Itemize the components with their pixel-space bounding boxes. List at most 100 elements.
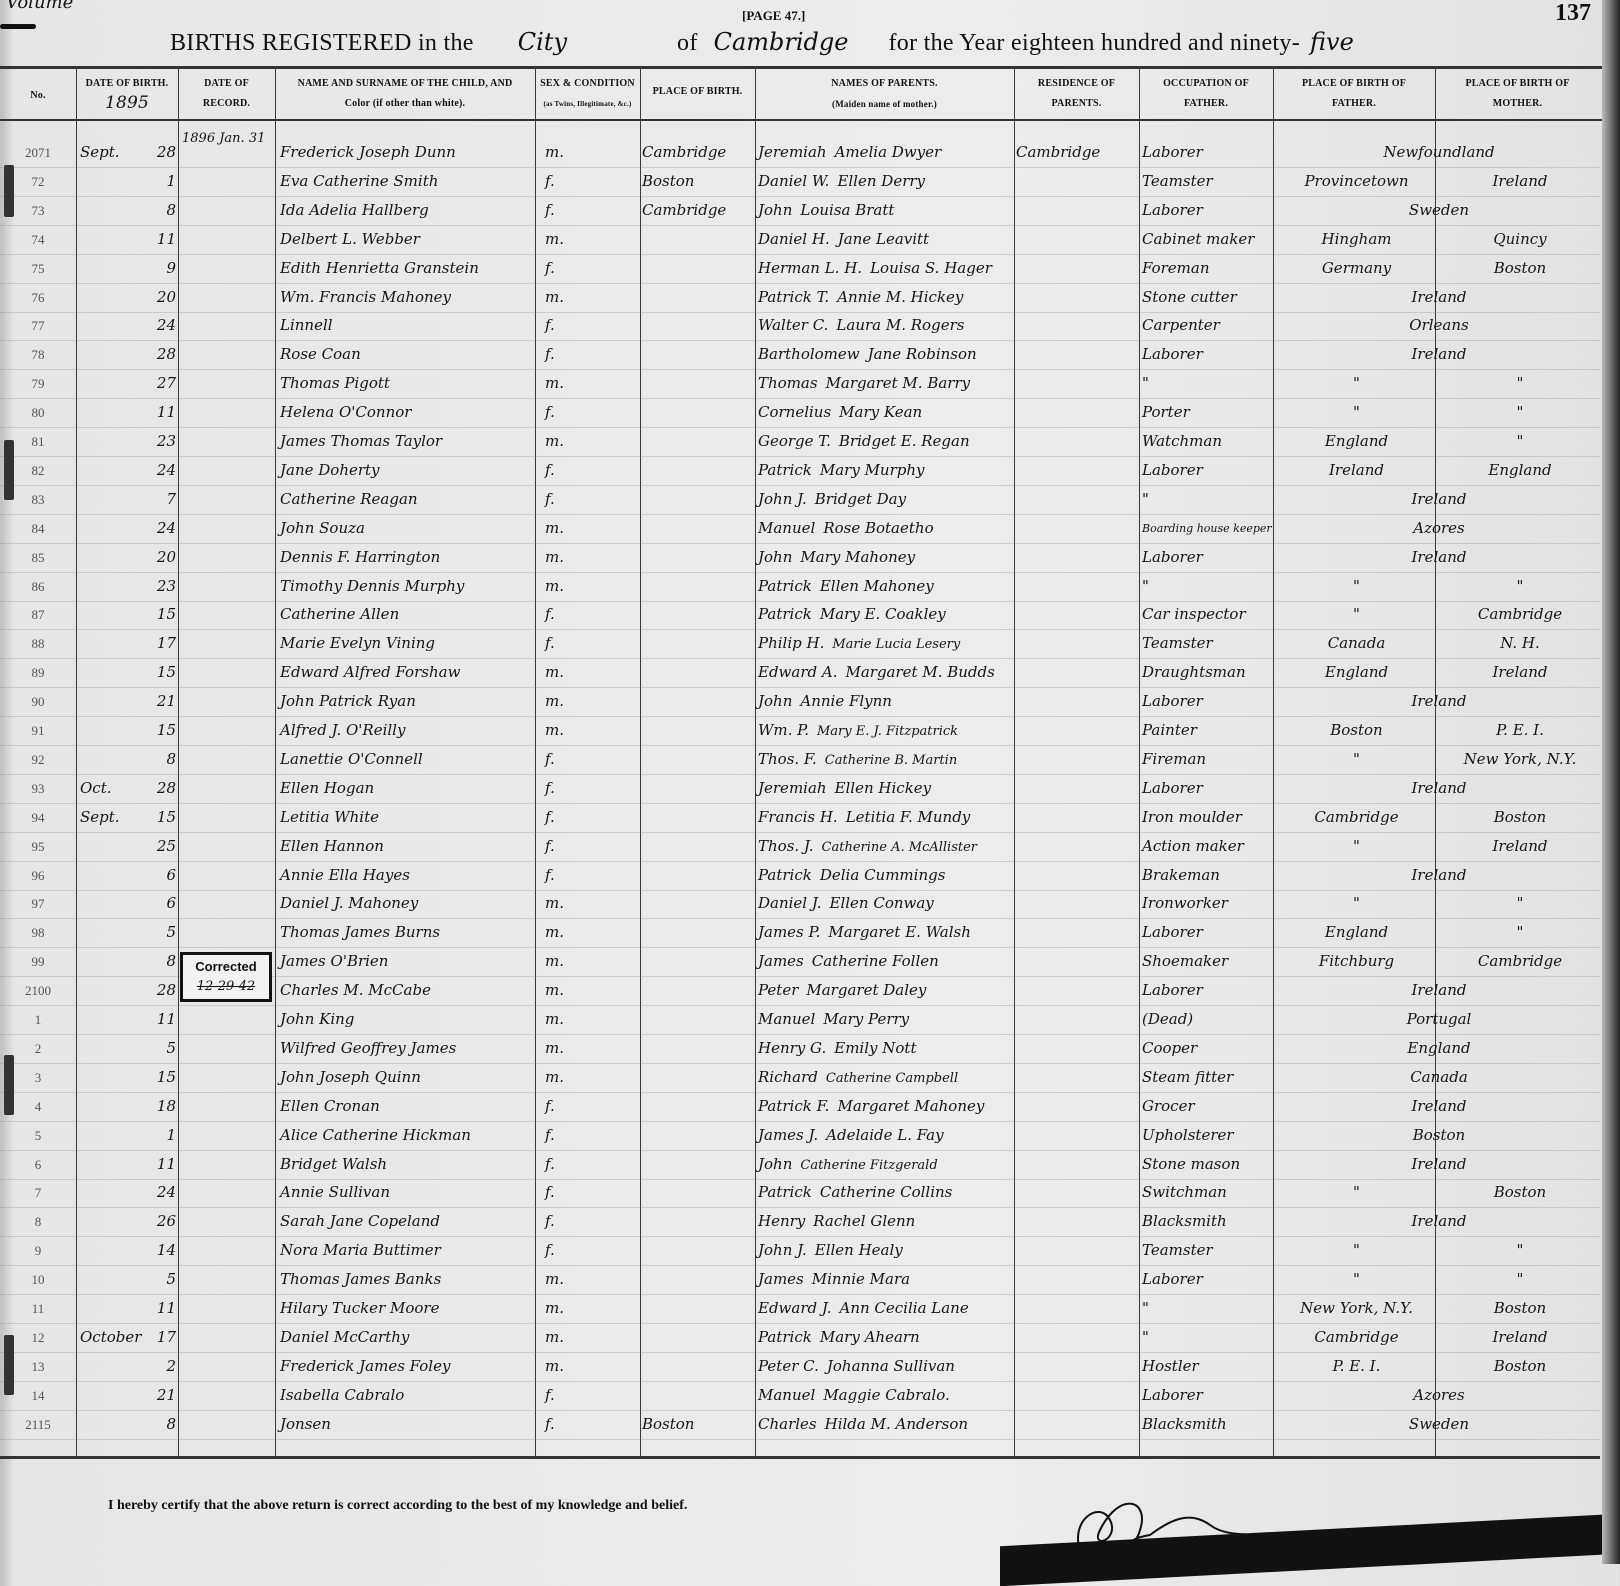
cell-mother-birth: Cambridge	[1477, 952, 1563, 971]
cell-day: 21	[156, 692, 176, 711]
cell-occupation: Teamster	[1142, 634, 1213, 653]
cell-occupation: Iron moulder	[1142, 807, 1242, 826]
column-divider	[1014, 66, 1015, 1458]
cell-mother: Minnie Mara	[811, 1270, 911, 1289]
cell-no: 80	[31, 405, 45, 421]
cell-mother: Jane Robinson	[867, 345, 977, 364]
cell-father-birth: Boston	[1330, 721, 1383, 739]
cell-parents: John J. Bridget Day	[758, 485, 906, 514]
cell-father: Manuel	[758, 1010, 816, 1028]
cell-occupation: "	[1142, 576, 1149, 595]
cell-mother: Catherine A. McAllister	[821, 839, 978, 855]
cell-father-birth: P. E. I.	[1332, 1356, 1381, 1375]
cell-both-birth: Newfoundland	[1383, 143, 1495, 161]
cell-father: James	[758, 952, 804, 971]
cell-occupation: Grocer	[1142, 1096, 1195, 1115]
cell-sex: m.	[545, 432, 564, 450]
table-row: 3 15 John Joseph Quinn m. Steam fitter Canada…	[0, 1063, 1600, 1093]
cell-no: 75	[31, 260, 45, 276]
cell-both-birth: Ireland	[1411, 547, 1467, 566]
cell-sex: m.	[545, 692, 564, 711]
column-header-father-birthplace: Place of Birth of Father.	[1273, 74, 1435, 118]
cell-both-birth: Canada	[1410, 1067, 1468, 1086]
cell-mother-birth: England	[1488, 460, 1552, 479]
column-divider	[755, 66, 756, 1458]
table-row: 10 5 Thomas James Banks m. Laborer " " James Min…	[0, 1265, 1600, 1296]
cell-place: Boston	[642, 171, 695, 190]
cell-both-birth: Ireland	[1411, 345, 1467, 364]
cell-parents: Herman L. H. Louisa S. Hager	[758, 254, 992, 283]
cell-month: Sept.	[80, 807, 120, 826]
cell-mother: Catherine Collins	[819, 1183, 953, 1202]
cell-father-birth: New York, N.Y.	[1300, 1299, 1413, 1317]
cell-father: Patrick	[758, 576, 812, 595]
column-header-label: Parents.	[1051, 98, 1102, 109]
cell-sex: f.	[545, 1125, 555, 1144]
cell-sex: f.	[545, 489, 555, 508]
cell-father: James P.	[758, 923, 821, 942]
cell-father: John	[758, 547, 793, 566]
cell-name: Edith Henrietta Granstein	[280, 258, 479, 277]
cell-father: Thomas	[758, 374, 818, 393]
cell-father: Richard	[758, 1067, 818, 1086]
cell-mother: Adelaide L. Fay	[826, 1125, 944, 1144]
cell-both-birth: Ireland	[1411, 778, 1467, 797]
cell-father: George T.	[758, 432, 831, 450]
cell-no: 89	[31, 665, 45, 681]
cell-occupation: Laborer	[1142, 1270, 1203, 1289]
cell-name: Sarah Jane Copeland	[280, 1212, 441, 1231]
cell-no: 11	[31, 1301, 45, 1316]
cell-occupation: Laborer	[1142, 143, 1203, 161]
cell-mother-birth: N. H.	[1500, 634, 1540, 653]
cell-mother: Ellen Mahoney	[819, 576, 934, 595]
cell-father: James	[758, 1270, 804, 1289]
cell-parents: Patrick F. Margaret Mahoney	[758, 1092, 984, 1121]
cell-parents: Manuel Maggie Cabralo.	[758, 1381, 950, 1410]
cell-mother-birth: Boston	[1493, 807, 1547, 826]
cell-day: 7	[166, 489, 176, 508]
cell-sex: f.	[545, 1212, 555, 1231]
table-row: 5 1 Alice Catherine Hickman f. Upholsterer Bo…	[0, 1121, 1600, 1151]
page-edge	[1602, 0, 1620, 1564]
cell-occupation: Laborer	[1142, 547, 1203, 566]
cell-parents: John Annie Flynn	[758, 687, 892, 716]
cell-occupation: Laborer	[1142, 1385, 1203, 1404]
cell-father-birth: England	[1324, 432, 1389, 450]
table-row: 13 2 Frederick James Foley m. Hostler P. E. I…	[0, 1352, 1600, 1382]
cell-day: 2	[166, 1356, 176, 1375]
cell-occupation: Blacksmith	[1142, 1414, 1227, 1433]
cell-day: 11	[156, 1154, 176, 1173]
cell-mother: Mary Mahoney	[800, 547, 916, 566]
cell-parents: John Catherine Fitzgerald	[758, 1150, 938, 1179]
table-row: 2 5 Wilfred Geoffrey James m. Cooper England H…	[0, 1034, 1600, 1064]
cell-day: 11	[156, 229, 176, 248]
table-row: 76 20 Wm. Francis Mahoney m. Stone cutter Ire…	[0, 283, 1600, 313]
column-header-label: (as Twins, Illegitimate, &c.)	[543, 100, 632, 108]
cell-day: 6	[166, 865, 176, 884]
cell-name: John Patrick Ryan	[280, 692, 416, 711]
cell-father: John J.	[758, 489, 807, 508]
cell-day: 24	[156, 460, 176, 479]
cell-occupation: Carpenter	[1142, 316, 1220, 335]
cell-no: 84	[31, 520, 45, 536]
cell-father: Wm. P.	[758, 721, 809, 739]
cell-no: 2100	[25, 983, 51, 999]
cell-father-birth: "	[1353, 374, 1360, 393]
cell-day: 5	[166, 1270, 176, 1289]
cell-name: James O'Brien	[280, 952, 389, 971]
cell-name: Charles M. McCabe	[280, 981, 431, 1000]
column-header-label: Date of	[204, 78, 249, 89]
cell-name: Bridget Walsh	[280, 1154, 388, 1173]
cell-no: 92	[31, 751, 45, 767]
table-row: 9 14 Nora Maria Buttimer f. Teamster " " John J…	[0, 1236, 1600, 1267]
column-divider	[640, 66, 641, 1458]
cell-parents: George T. Bridget E. Regan	[758, 427, 970, 456]
cell-parents: Patrick Delia Cummings	[758, 861, 945, 890]
cell-day: 11	[156, 1010, 176, 1028]
table-row: 88 17 Marie Evelyn Vining f. Teamster Canada N…	[0, 629, 1600, 660]
cell-mother: Rachel Glenn	[813, 1212, 916, 1231]
cell-parents: John Louisa Bratt	[758, 196, 894, 225]
cell-day: 17	[156, 1327, 176, 1346]
table-row: 92 8 Lanettie O'Connell f. Fireman " New York,…	[0, 745, 1600, 775]
cell-both-birth: Sweden	[1408, 200, 1470, 219]
